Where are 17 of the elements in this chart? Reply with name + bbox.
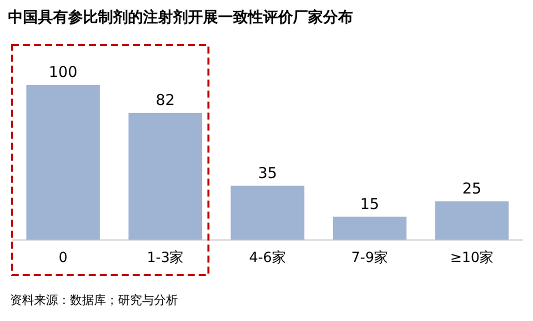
chart-title: 中国具有参比制剂的注射剂开展一致性评价厂家分布 <box>8 8 353 26</box>
text: 资料来源：数据库；研究与分析 <box>10 293 178 307</box>
bar <box>332 216 406 240</box>
data-label: 15 <box>360 194 380 213</box>
bar <box>26 85 100 240</box>
bar <box>435 201 509 240</box>
data-label: 35 <box>258 164 278 182</box>
bar <box>230 186 304 240</box>
x-tick-label: 1-3家 <box>146 250 184 266</box>
bar <box>128 112 202 240</box>
data-label: 100 <box>48 63 78 81</box>
x-tick-label: ≥10家 <box>450 250 494 266</box>
data-label: 82 <box>156 90 175 109</box>
x-tick-label: 7-9家 <box>351 250 388 266</box>
x-tick-label: 4-6家 <box>249 250 286 266</box>
data-label: 25 <box>462 179 482 198</box>
x-tick-label: 0 <box>58 250 68 266</box>
